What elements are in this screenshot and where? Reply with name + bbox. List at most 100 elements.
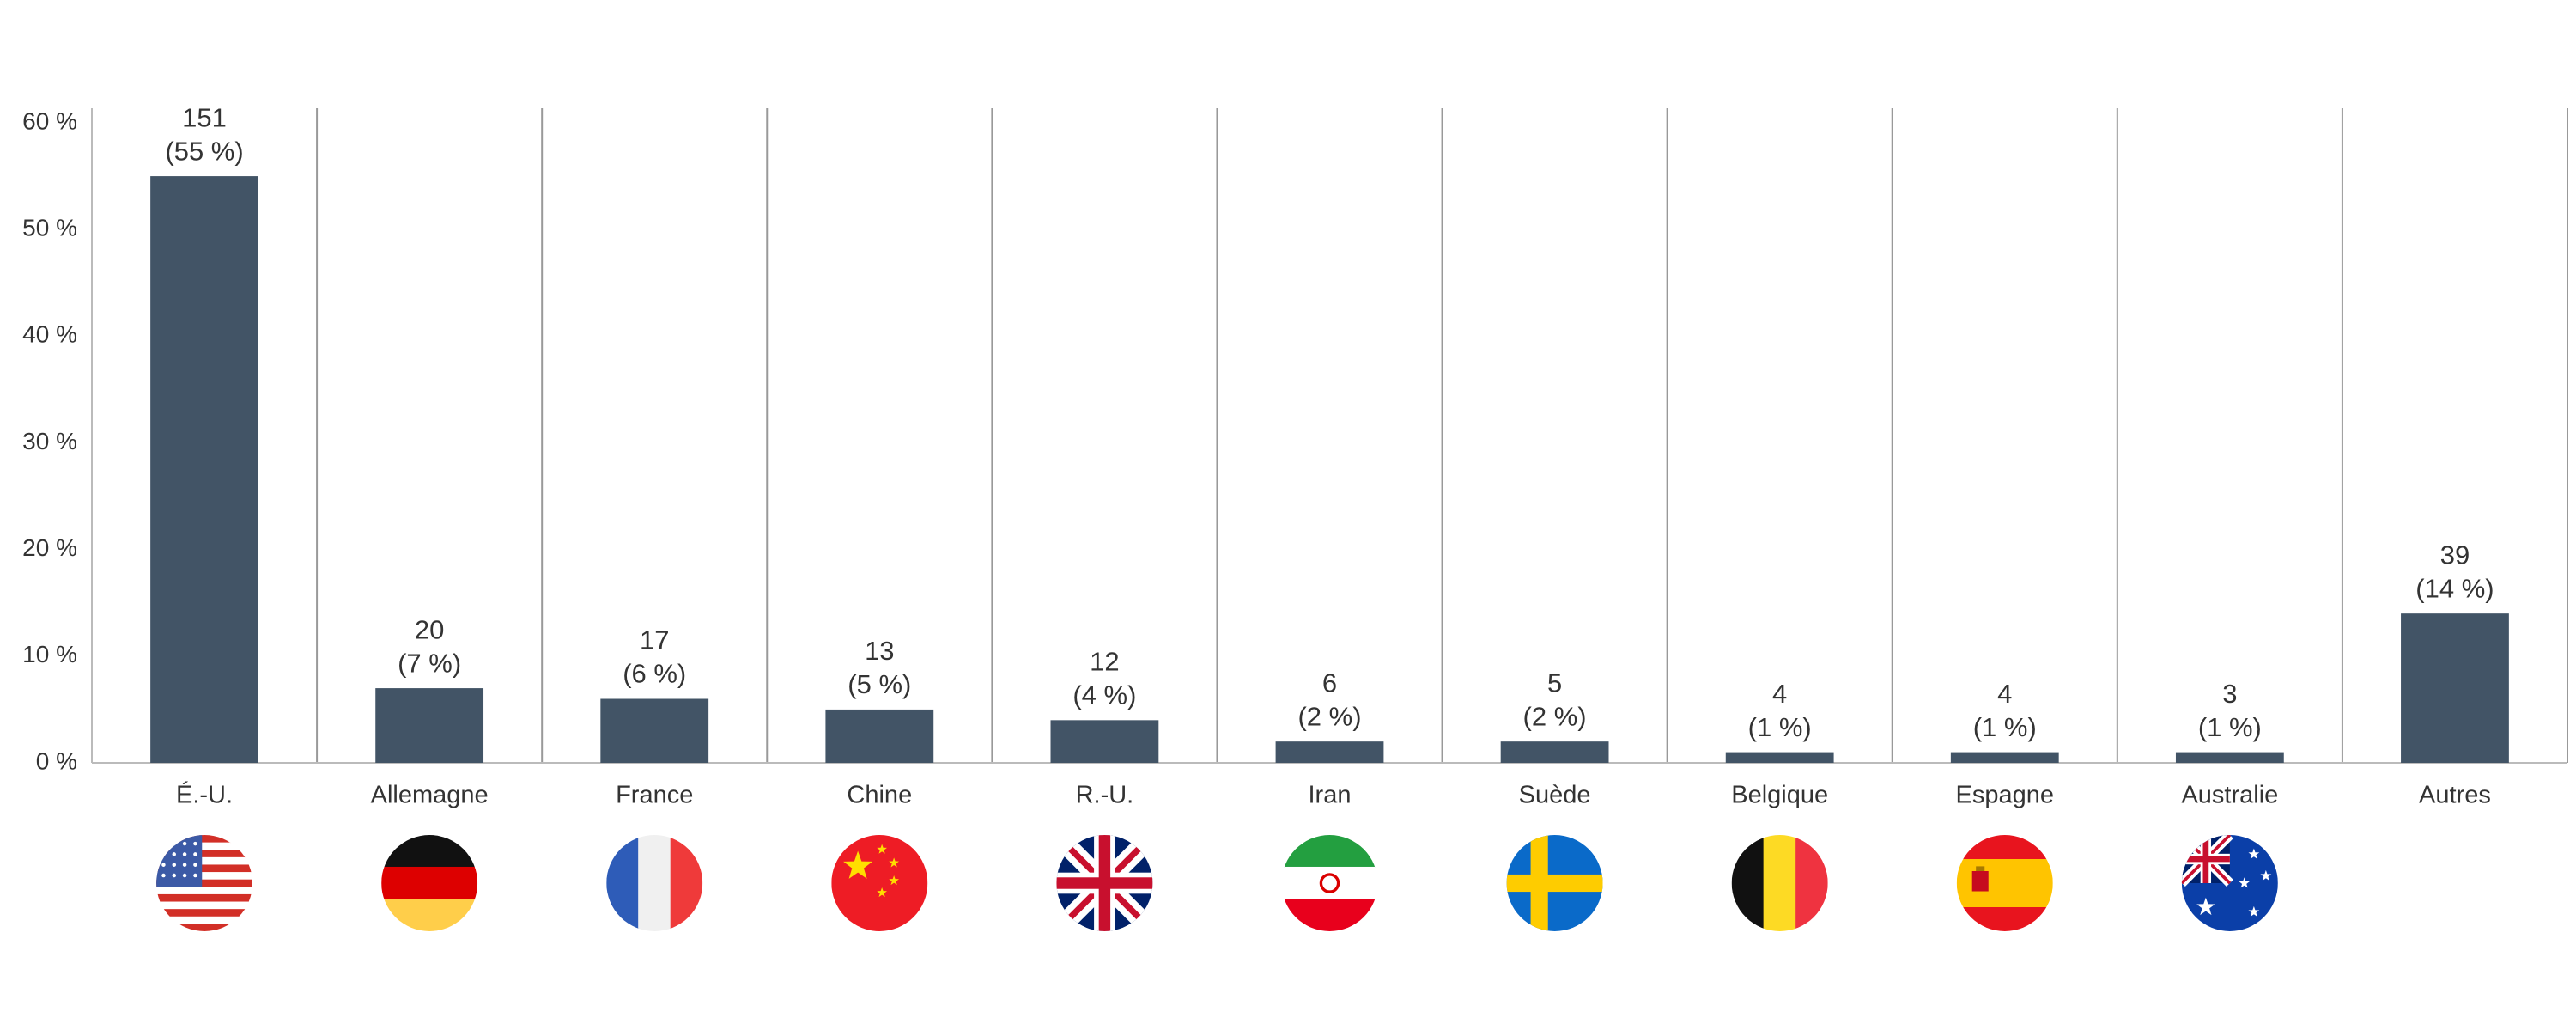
flag-part <box>156 901 253 910</box>
flag-star <box>193 873 197 878</box>
flag-part <box>381 866 478 900</box>
flag-part <box>1281 835 1378 868</box>
y-tick-label: 40 % <box>22 321 77 348</box>
bar <box>1050 720 1159 763</box>
bar <box>1950 752 2059 763</box>
bar <box>2175 752 2284 763</box>
flag-star <box>889 875 899 886</box>
union-jack <box>1056 835 1153 931</box>
y-tick-label: 10 % <box>22 641 77 667</box>
flag-part <box>606 835 639 931</box>
flag-icon <box>156 835 253 931</box>
flag-icon <box>381 835 478 931</box>
flag-part <box>1976 866 1985 871</box>
flag-icon <box>1506 835 1603 931</box>
flag-part <box>156 909 253 917</box>
count-label: 17 <box>640 625 669 655</box>
bar <box>1275 741 1384 763</box>
flag-star <box>843 850 873 879</box>
flag-icon <box>2181 835 2278 931</box>
count-label: 4 <box>1772 679 1787 709</box>
flag-part <box>1956 859 2053 907</box>
x-tick-label: Autres <box>2419 782 2491 809</box>
y-tick-label: 60 % <box>22 107 77 134</box>
value-label: (2 %) <box>1523 701 1587 731</box>
flag-star <box>161 841 166 846</box>
flag-star <box>193 841 197 846</box>
bar <box>1500 741 1609 763</box>
count-label: 3 <box>2222 679 2237 709</box>
x-tick-label: Chine <box>847 782 912 809</box>
flag-star <box>2196 897 2215 916</box>
flag-part <box>156 879 253 887</box>
flag-part <box>381 899 478 931</box>
flag-star <box>2260 869 2272 881</box>
flag-star <box>2248 905 2260 917</box>
value-label: (6 %) <box>623 659 686 689</box>
flag-part <box>1056 877 1153 889</box>
flag-part <box>1506 874 1603 893</box>
flag-part <box>1956 835 2053 859</box>
flag-part <box>156 887 253 895</box>
flag-part <box>2181 856 2230 863</box>
value-label: (2 %) <box>1297 701 1361 731</box>
x-tick-label: Australie <box>2181 782 2278 809</box>
flag-part <box>1281 899 1378 931</box>
y-tick-label: 30 % <box>22 428 77 454</box>
bar <box>150 176 258 764</box>
x-tick-label: Espagne <box>1956 782 2055 809</box>
flag-star <box>193 852 197 856</box>
value-label: (5 %) <box>848 669 911 699</box>
flag-icon <box>1056 835 1153 931</box>
flag-part <box>1281 866 1378 900</box>
flag-part <box>156 916 253 924</box>
count-label: 151 <box>182 102 227 132</box>
flag-star <box>877 887 887 898</box>
value-label: (55 %) <box>165 136 243 166</box>
x-tick-label: Suède <box>1519 782 1591 809</box>
count-label: 39 <box>2440 539 2470 570</box>
flag-part <box>1763 835 1796 931</box>
flag-part <box>156 856 253 866</box>
flag-star <box>172 863 177 867</box>
flag-icon <box>1956 835 2053 931</box>
bar <box>2401 613 2509 763</box>
count-label: 13 <box>865 636 894 666</box>
value-label: (7 %) <box>398 648 461 678</box>
flag-star <box>172 852 177 856</box>
flag-star <box>182 863 187 867</box>
count-label: 12 <box>1090 647 1119 677</box>
x-tick-label: Belgique <box>1731 782 1828 809</box>
flag-part <box>638 835 671 931</box>
flag-emblem <box>1319 873 1340 893</box>
flag-part <box>156 842 253 850</box>
flag-part <box>156 872 253 881</box>
value-label: (4 %) <box>1072 680 1136 710</box>
flag-part <box>381 835 478 868</box>
flag-star <box>182 873 187 878</box>
count-label: 4 <box>1997 679 2012 709</box>
y-tick-label: 20 % <box>22 534 77 561</box>
flag-star <box>889 857 899 868</box>
flag-part <box>156 850 253 858</box>
flag-part <box>156 835 253 844</box>
x-tick-label: France <box>616 782 693 809</box>
bar <box>825 709 934 763</box>
flag-star <box>161 873 166 878</box>
flag-part <box>1731 835 1765 931</box>
count-label: 20 <box>415 614 444 644</box>
flag-part <box>1795 835 1828 931</box>
flag-star <box>2239 877 2251 888</box>
flag-star <box>182 852 187 856</box>
count-label: 6 <box>1322 667 1337 698</box>
value-label: (14 %) <box>2415 573 2494 603</box>
flag-star <box>172 841 177 846</box>
bar <box>600 698 709 763</box>
x-tick-label: É.-U. <box>176 781 233 809</box>
count-label: 5 <box>1547 667 1562 698</box>
flag-part <box>831 835 928 931</box>
x-tick-label: Iran <box>1309 782 1352 809</box>
flag-star <box>2248 848 2260 859</box>
